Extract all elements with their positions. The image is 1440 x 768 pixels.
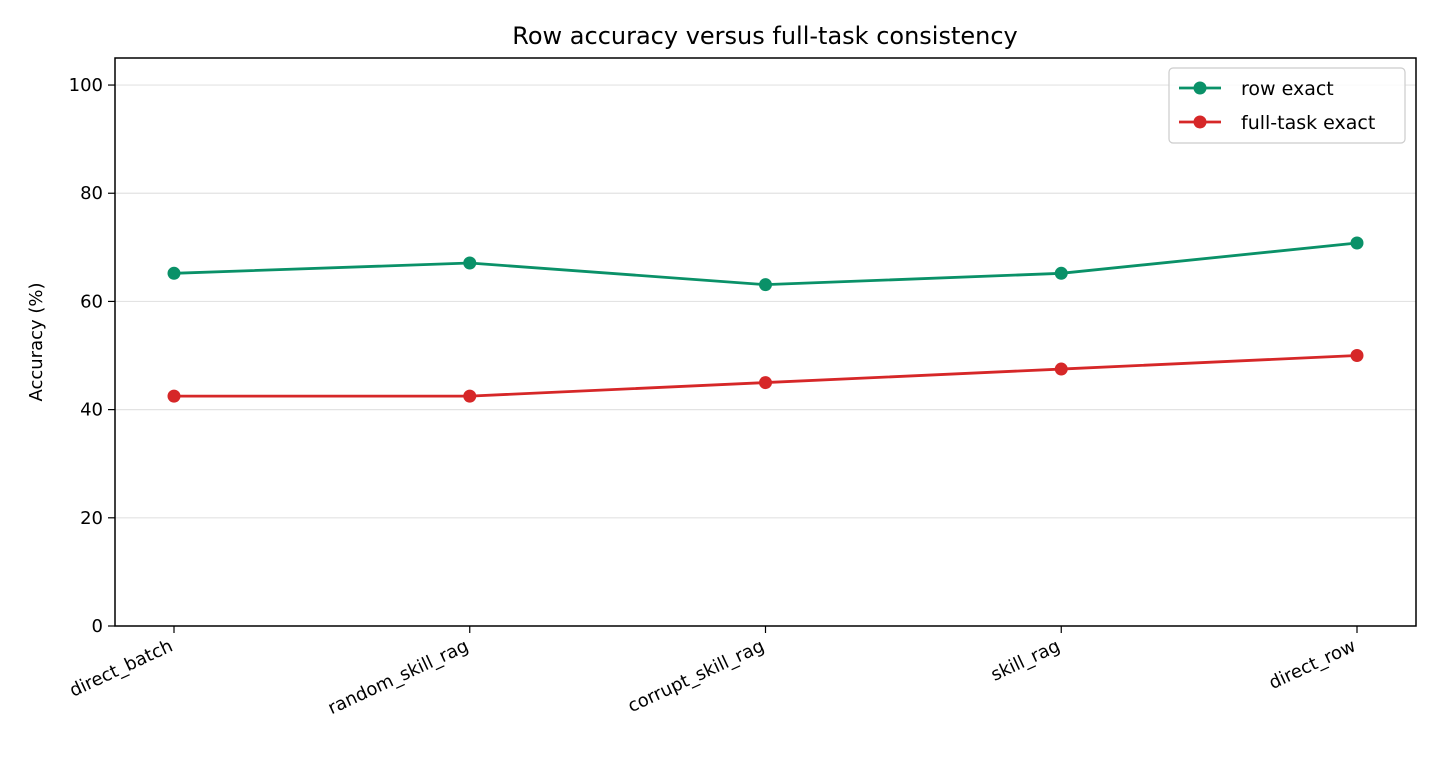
legend-marker (1193, 81, 1207, 95)
y-tick-label: 20 (80, 508, 103, 529)
legend-label: full-task exact (1241, 112, 1375, 134)
y-axis: 0 20 40 60 80 100 (69, 75, 115, 637)
y-tick-label: 60 (80, 291, 103, 312)
legend: row exact full-task exact (1168, 67, 1406, 144)
data-point (759, 278, 772, 292)
y-tick-label: 40 (80, 400, 103, 421)
legend-box (1168, 67, 1406, 144)
data-point (167, 266, 181, 280)
legend-marker (1193, 115, 1207, 129)
y-tick-label: 0 (92, 616, 103, 637)
data-point (463, 389, 477, 403)
x-axis: direct_batch random_skill_rag corrupt_skil… (66, 626, 1359, 719)
legend-label: row exact (1241, 78, 1334, 100)
series-layer (167, 236, 1364, 403)
data-point (463, 256, 477, 270)
data-point (1350, 349, 1364, 363)
grid-lines (115, 84, 1416, 519)
data-point (1054, 266, 1068, 280)
x-tick-label: direct_batch (66, 635, 176, 701)
y-tick-label: 80 (80, 183, 103, 204)
data-point (167, 389, 181, 403)
y-tick-label: 100 (69, 75, 103, 96)
data-point (759, 376, 772, 390)
chart-title: Row accuracy versus full-task consistenc… (512, 22, 1018, 50)
x-tick-label: random_skill_rag (325, 635, 472, 718)
data-point (1350, 236, 1364, 250)
x-tick-label: skill_rag (988, 635, 1064, 685)
series-line (174, 354, 1358, 398)
data-point (1054, 362, 1068, 376)
y-axis-label: Accuracy (%) (26, 282, 47, 401)
x-tick-label: direct_row (1266, 635, 1359, 693)
x-tick-label: corrupt_skill_rag (625, 635, 768, 717)
